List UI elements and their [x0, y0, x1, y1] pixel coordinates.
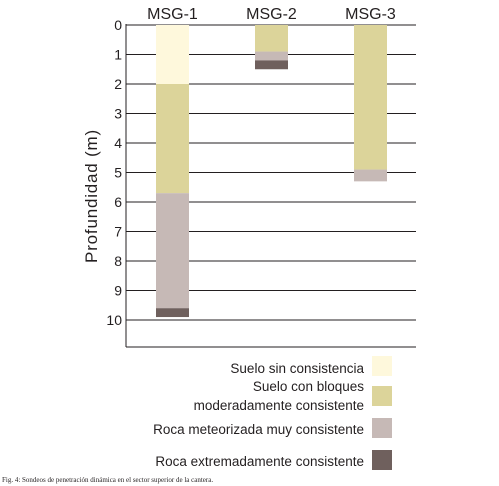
legend-swatch-suelo_bloques — [372, 386, 392, 406]
y-tick-label: 5 — [114, 165, 122, 181]
y-tick-labels: 0 1 2 3 4 5 6 7 8 9 10 — [106, 17, 122, 328]
layer-segment-suelo_bloques — [156, 84, 189, 194]
layer-segment-roca_meteorizada — [255, 51, 288, 61]
column-label: MSG-3 — [345, 6, 396, 23]
legend-label: Suelo sin consistencia — [230, 361, 364, 376]
y-tick-label: 1 — [114, 47, 122, 63]
y-tick-label: 10 — [106, 312, 122, 328]
y-tick-label: 9 — [114, 283, 122, 299]
legend-label: Roca meteorizada muy consistente — [153, 422, 364, 437]
y-tick-label: 3 — [114, 106, 122, 122]
y-axis-label: Profundidad (m) — [82, 129, 101, 263]
layer-segment-roca_meteorizada — [354, 169, 387, 182]
figure-caption: Fig. 4: Sondeos de penetración dinámica … — [2, 476, 214, 484]
legend-swatch-roca_extrema — [372, 450, 392, 470]
layer-segment-suelo_bloques — [255, 25, 288, 52]
layer-segment-suelo_bloques — [354, 25, 387, 170]
legend-swatch-roca_meteorizada — [372, 418, 392, 438]
column-label: MSG-1 — [147, 6, 198, 23]
layer-segment-suelo_sin — [156, 25, 189, 84]
column-labels: MSG-1 MSG-2 MSG-3 — [147, 6, 396, 23]
layer-segment-roca_extrema — [156, 308, 189, 318]
y-tick-label: 8 — [114, 253, 122, 269]
legend-swatch-suelo_sin — [372, 356, 392, 376]
y-tick-label: 0 — [114, 17, 122, 33]
legend-label: Suelo con bloques — [253, 379, 364, 394]
y-tick-label: 4 — [114, 135, 122, 151]
column-label: MSG-2 — [246, 6, 297, 23]
layer-segment-roca_extrema — [255, 60, 288, 70]
legend-label: moderadamente consistente — [194, 398, 364, 413]
legend-label: Roca extremadamente consistente — [155, 454, 364, 469]
y-tick-label: 6 — [114, 194, 122, 210]
y-tick-label: 2 — [114, 76, 122, 92]
y-tick-label: 7 — [114, 224, 122, 240]
layer-segment-roca_meteorizada — [156, 193, 189, 309]
sounding-columns — [156, 25, 387, 318]
legend: Suelo sin consistencia Suelo con bloques m… — [153, 356, 392, 470]
